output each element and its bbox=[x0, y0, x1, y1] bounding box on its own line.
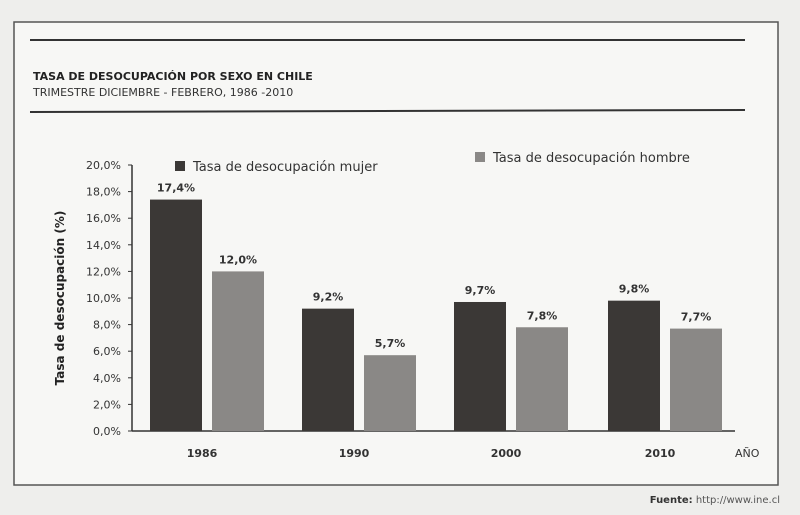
y-tick-label: 20,0% bbox=[86, 159, 121, 172]
y-axis-title: Tasa de desocupación (%) bbox=[53, 211, 67, 386]
y-tick-label: 6,0% bbox=[93, 345, 121, 358]
data-label: 17,4% bbox=[157, 182, 195, 195]
bar-2000-hombre bbox=[516, 327, 568, 431]
y-tick-label: 14,0% bbox=[86, 239, 121, 252]
data-label: 5,7% bbox=[375, 337, 406, 350]
chart-subtitle: TRIMESTRE DICIEMBRE - FEBRERO, 1986 -201… bbox=[32, 86, 293, 99]
bar-1986-hombre bbox=[212, 271, 264, 431]
legend-label: Tasa de desocupación hombre bbox=[492, 151, 690, 166]
y-tick-label: 4,0% bbox=[93, 372, 121, 385]
source-label: Fuente: bbox=[650, 495, 693, 506]
y-tick-label: 18,0% bbox=[86, 186, 121, 199]
bar-2010-mujer bbox=[608, 300, 660, 431]
y-tick-label: 12,0% bbox=[86, 265, 121, 278]
y-tick-label: 8,0% bbox=[93, 319, 121, 332]
chart-title: TASA DE DESOCUPACIÓN POR SEXO EN CHILE bbox=[33, 70, 313, 83]
bar-1986-mujer bbox=[150, 199, 202, 431]
data-label: 7,7% bbox=[681, 311, 712, 324]
x-tick-label: 2000 bbox=[491, 447, 522, 460]
data-label: 12,0% bbox=[219, 253, 257, 266]
y-tick-label: 16,0% bbox=[86, 212, 121, 225]
x-tick-label: 1986 bbox=[187, 447, 218, 460]
source-url: http://www.ine.cl bbox=[696, 495, 780, 506]
data-label: 9,7% bbox=[465, 284, 496, 297]
x-tick-label: 2010 bbox=[645, 447, 676, 460]
data-label: 9,2% bbox=[313, 291, 344, 304]
y-tick-label: 10,0% bbox=[86, 292, 121, 305]
legend-label: Tasa de desocupación mujer bbox=[192, 160, 378, 175]
legend-swatch bbox=[175, 161, 185, 171]
x-tick-label: 1990 bbox=[339, 447, 370, 460]
legend-swatch bbox=[475, 152, 485, 162]
bar-1990-hombre bbox=[364, 355, 416, 431]
bar-1990-mujer bbox=[302, 308, 354, 431]
bar-2010-hombre bbox=[670, 328, 722, 431]
bar-2000-mujer bbox=[454, 301, 506, 431]
data-label: 9,8% bbox=[619, 283, 650, 296]
title-rule bbox=[29, 109, 746, 113]
y-tick-label: 2,0% bbox=[93, 398, 121, 411]
source-note: Fuente: http://www.ine.cl bbox=[650, 495, 780, 506]
data-label: 7,8% bbox=[527, 309, 558, 322]
y-tick-label: 0,0% bbox=[93, 425, 121, 438]
x-axis-title: AÑO bbox=[735, 447, 760, 460]
